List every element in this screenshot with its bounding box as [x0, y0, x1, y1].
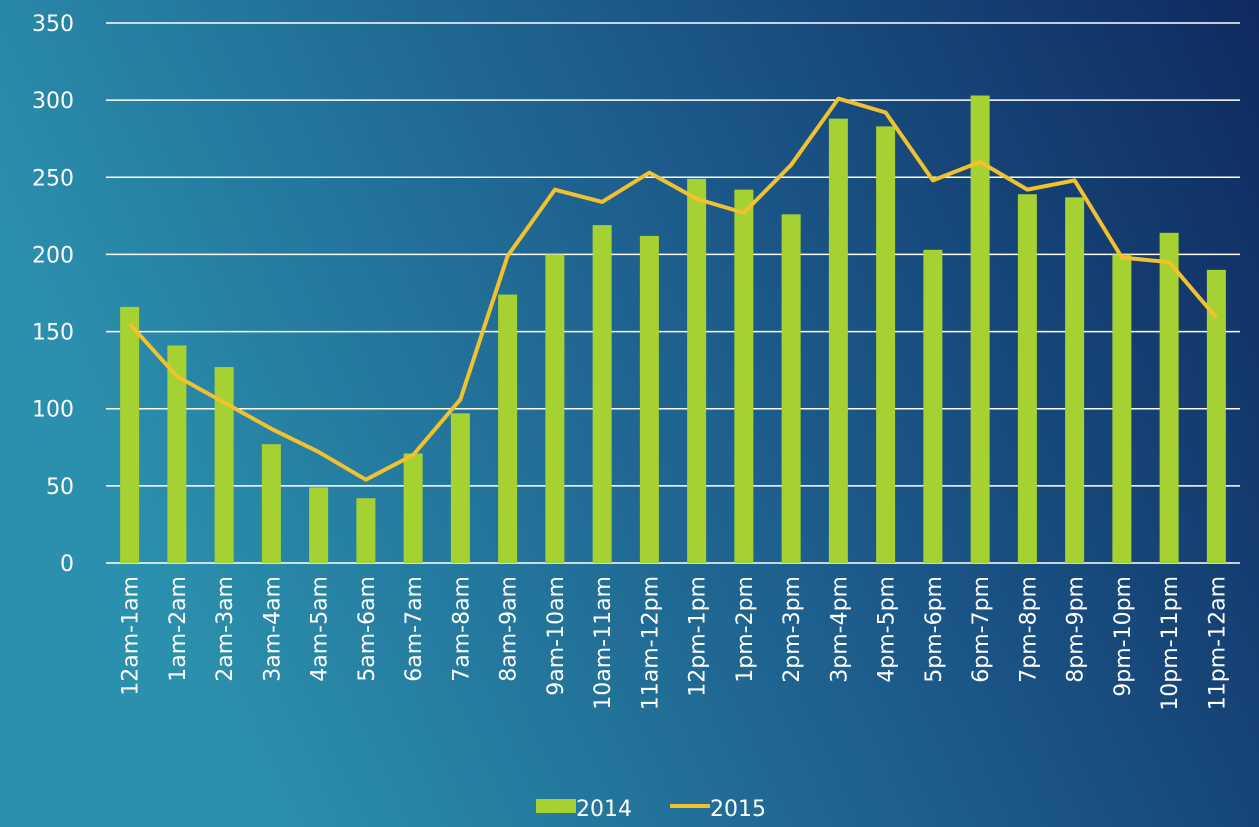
- bar: [970, 95, 990, 563]
- bar: [1065, 197, 1085, 564]
- bar: [828, 118, 848, 564]
- bar: [781, 214, 801, 564]
- bar: [403, 453, 423, 563]
- y-tick-label: 300: [32, 89, 74, 114]
- x-tick-label: 4am-5am: [308, 576, 333, 682]
- x-tick-label: 9pm-10pm: [1111, 576, 1136, 697]
- x-tick-label: 12am-1am: [119, 576, 144, 696]
- line: [128, 96, 1218, 482]
- x-tick-label: 1pm-2pm: [733, 576, 758, 683]
- bar: [923, 249, 943, 564]
- y-tick-label: 250: [32, 166, 74, 191]
- legend-swatch: [536, 799, 576, 813]
- x-tick-label: 8pm-9pm: [1064, 576, 1089, 683]
- bar: [214, 367, 234, 563]
- bar: [120, 306, 140, 563]
- x-tick-label: 6am-7am: [402, 576, 427, 682]
- x-tick-label: 9am-10am: [544, 576, 569, 696]
- bar: [309, 487, 329, 563]
- x-tick-label: 3pm-4pm: [827, 576, 852, 683]
- bar: [734, 189, 754, 563]
- bar: [687, 178, 707, 564]
- x-tick-label: 1am-2am: [166, 576, 191, 682]
- bar: [1159, 232, 1179, 564]
- legend-label: 2015: [710, 797, 766, 822]
- bar: [1017, 194, 1037, 563]
- bar: [545, 254, 565, 563]
- x-tick-label: 8am-9am: [497, 576, 522, 682]
- bar: [639, 235, 659, 563]
- bar: [450, 413, 470, 563]
- y-tick-label: 350: [32, 12, 74, 37]
- bar: [261, 444, 281, 563]
- x-tick-label: 2pm-3pm: [780, 576, 805, 683]
- x-tick-label: 5pm-6pm: [922, 576, 947, 683]
- bar: [1206, 269, 1226, 563]
- bar: [356, 498, 376, 563]
- y-tick-label: 50: [46, 475, 74, 500]
- x-tick-label: 7am-8am: [449, 576, 474, 682]
- x-tick-label: 11pm-12am: [1205, 576, 1230, 710]
- bar: [167, 345, 187, 563]
- x-tick-label: 7pm-8pm: [1016, 576, 1041, 683]
- x-tick-label: 6pm-7pm: [969, 576, 994, 683]
- bar: [498, 294, 518, 563]
- x-tick-label: 5am-6am: [355, 576, 380, 682]
- y-tick-label: 0: [60, 552, 74, 577]
- x-tick-label: 3am-4am: [260, 576, 285, 682]
- y-tick-label: 150: [32, 321, 74, 346]
- y-tick-label: 100: [32, 398, 74, 423]
- x-tick-label: 10pm-11pm: [1158, 576, 1183, 711]
- x-tick-label: 2am-3am: [213, 576, 238, 682]
- y-tick-label: 200: [32, 243, 74, 268]
- x-tick-label: 11am-12pm: [638, 576, 663, 710]
- x-tick-label: 12pm-1pm: [686, 576, 711, 697]
- x-tick-label: 10am-11am: [591, 576, 616, 710]
- legend-label: 2014: [576, 797, 632, 822]
- bar: [1112, 254, 1132, 563]
- x-tick-label: 4pm-5pm: [875, 576, 900, 683]
- bar: [592, 225, 612, 563]
- bar: [876, 126, 896, 563]
